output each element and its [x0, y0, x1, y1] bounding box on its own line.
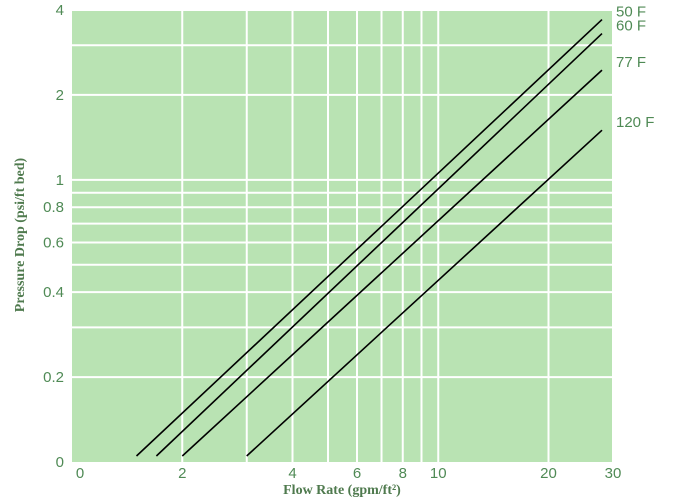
series-group — [135, 19, 603, 457]
series-label: 50 F — [616, 4, 646, 21]
series-label: 77 F — [616, 54, 646, 71]
plot-area — [72, 10, 613, 462]
x-tick-labels: 0 2 4 6 8 10 20 30 — [76, 465, 622, 482]
series-line — [155, 33, 603, 457]
series-labels: 50 F60 F 77 F 120 F — [616, 4, 654, 132]
x-tick-label: 2 — [178, 465, 186, 482]
x-axis-title: Flow Rate (gpm/ft²) — [283, 483, 401, 498]
y-tick-label: 0.4 — [43, 284, 64, 301]
x-tick-label: 8 — [399, 465, 407, 482]
y-axis-title: Pressure Drop (psi/ft bed) — [13, 157, 28, 312]
grid — [72, 9, 614, 462]
y-tick-label: 0.2 — [43, 369, 64, 386]
y-tick-label: 4 — [56, 2, 64, 19]
x-tick-label: 30 — [605, 465, 622, 482]
y-tick-label: 2 — [56, 87, 64, 104]
x-tick-label: 10 — [430, 465, 447, 482]
y-tick-label: 0 — [56, 454, 64, 471]
x-tick-label: 0 — [76, 465, 84, 482]
y-tick-label: 0.6 — [43, 234, 64, 251]
series-label: 120 F — [616, 114, 654, 131]
series-line — [135, 19, 603, 457]
x-tick-label: 4 — [288, 465, 296, 482]
y-tick-labels: 0 0.2 0.4 0.6 0.8 1 2 4 — [43, 2, 64, 471]
series-line — [181, 69, 603, 457]
x-tick-label: 20 — [540, 465, 557, 482]
series-label: 60 F — [616, 18, 646, 35]
y-tick-label: 1 — [56, 172, 64, 189]
y-tick-label: 0.8 — [43, 199, 64, 216]
series-line — [246, 129, 603, 457]
x-tick-label: 6 — [353, 465, 361, 482]
